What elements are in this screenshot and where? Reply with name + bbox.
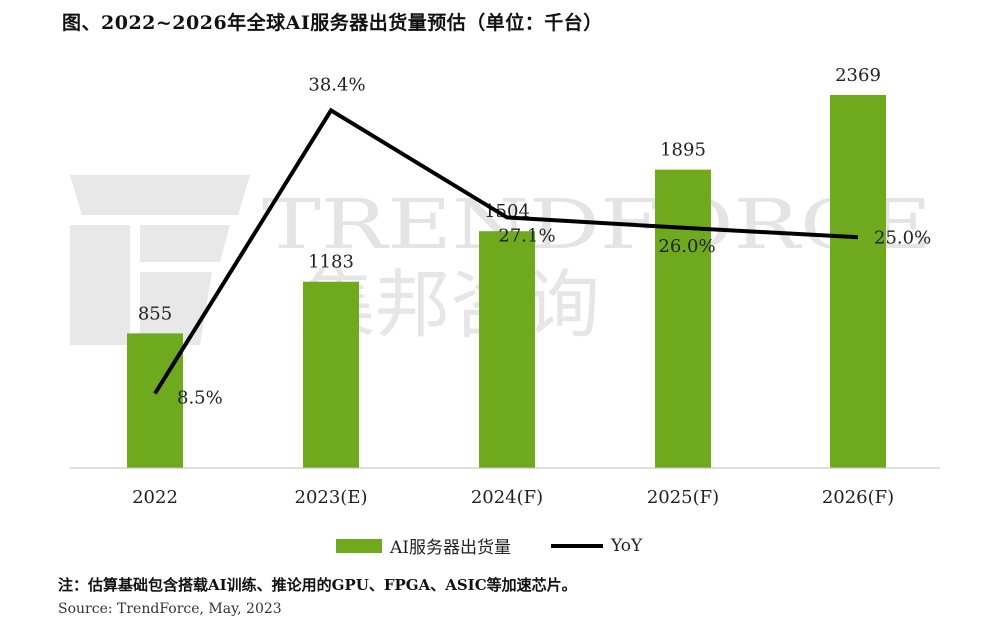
bar-2023(E) <box>303 281 359 468</box>
bar-value-label: 855 <box>138 303 172 324</box>
logo-bar-mid <box>140 225 230 262</box>
source-note: Source: TrendForce, May, 2023 <box>58 601 282 617</box>
bar-series <box>127 95 886 469</box>
bar-value-label: 1895 <box>660 140 706 161</box>
legend-bar-swatch <box>336 538 382 553</box>
x-axis-tick-labels: 2022 2023(E) 2024(F) 2025(F) 2026(F) <box>132 487 894 508</box>
yoy-value-label: 26.0% <box>658 236 715 257</box>
bar-2026(F) <box>830 95 886 468</box>
logo-bar-left <box>70 225 130 345</box>
x-tick-label: 2022 <box>132 487 178 508</box>
chart-title: 图、2022~2026年全球AI服务器出货量预估（单位：千台） <box>62 12 603 34</box>
yoy-value-labels: 8.5% 38.4% 27.1% 26.0% 25.0% <box>177 74 931 408</box>
bar-value-label: 1183 <box>308 252 354 273</box>
bar-2022 <box>127 333 183 468</box>
yoy-line <box>153 107 859 395</box>
x-tick-label: 2025(F) <box>647 487 719 508</box>
legend-line-swatch <box>551 543 603 548</box>
logo-bar-low <box>140 272 212 345</box>
bar-2024(F) <box>479 231 535 468</box>
legend-bar-label: AI服务器出货量 <box>390 538 511 558</box>
legend-line-label: YoY <box>611 535 643 556</box>
bar-2025(F) <box>655 169 711 469</box>
trendforce-logo-icon <box>70 175 250 345</box>
x-tick-label: 2026(F) <box>822 487 894 508</box>
yoy-value-label: 8.5% <box>177 388 223 409</box>
footnote: 注：估算基础包含搭载AI训练、推论用的GPU、FPGA、ASIC等加速芯片。 <box>58 576 577 594</box>
logo-bar-top <box>70 175 250 215</box>
yoy-value-label: 25.0% <box>874 227 931 248</box>
yoy-value-label: 27.1% <box>498 225 555 246</box>
x-tick-label: 2024(F) <box>471 487 543 508</box>
bar-value-label: 2369 <box>835 65 881 86</box>
x-tick-label: 2023(E) <box>295 487 368 508</box>
yoy-value-label: 38.4% <box>308 74 365 95</box>
watermark-brand-text: TRENDFORCE <box>262 186 932 265</box>
legend: AI服务器出货量 YoY <box>336 533 642 558</box>
trendforce-watermark: TRENDFORCE 集邦咨询 <box>70 175 932 348</box>
